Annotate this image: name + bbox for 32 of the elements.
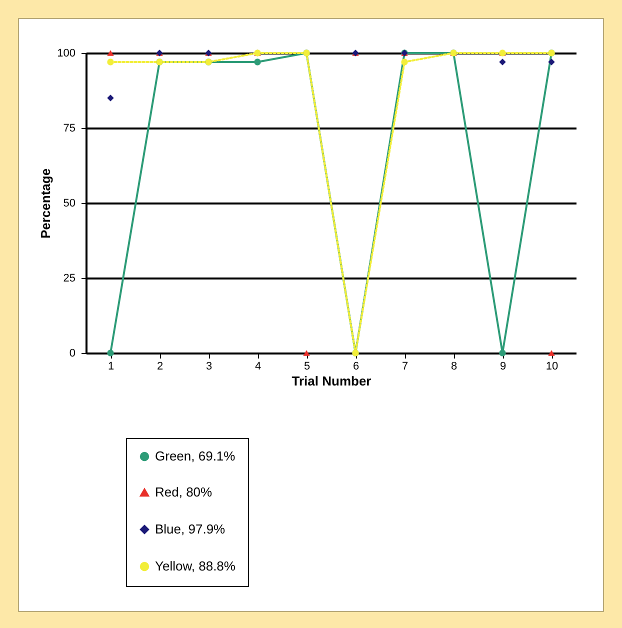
x-tick-label: 9 <box>500 360 506 372</box>
y-tick-label: 0 <box>69 348 76 360</box>
y-tick-label: 50 <box>63 198 76 210</box>
point <box>303 350 310 356</box>
point <box>107 350 114 356</box>
x-tick-label: 7 <box>402 360 408 372</box>
legend-label: Blue, 97.9% <box>155 522 226 536</box>
point <box>548 350 555 356</box>
point <box>499 350 506 356</box>
point <box>254 58 261 66</box>
y-axis-title: Percentage <box>38 168 54 239</box>
point <box>107 58 114 66</box>
x-tick-label: 5 <box>304 360 310 372</box>
x-tick-label: 4 <box>254 360 262 372</box>
x-tick-label: 8 <box>450 360 458 372</box>
point <box>548 58 555 66</box>
y-tick-label: 75 <box>63 122 76 134</box>
x-tick-label: 10 <box>546 360 558 372</box>
legend-label: Red, 80% <box>155 484 213 500</box>
x-tick-label: 1 <box>108 360 114 372</box>
point <box>107 94 114 102</box>
x-tick-label: 2 <box>156 360 164 372</box>
point <box>107 50 114 56</box>
point <box>401 58 408 66</box>
x-tick-label: 6 <box>352 360 360 372</box>
legend-label: Yellow, 88.8% <box>155 558 236 574</box>
x-tick-label: 3 <box>206 360 212 372</box>
point <box>499 58 506 66</box>
y-tick-label: 25 <box>63 272 76 284</box>
x-axis-title: Trial Number <box>292 374 372 388</box>
legend-label: Green, 69.1% <box>155 448 236 464</box>
y-tick-label: 100 <box>57 48 76 60</box>
